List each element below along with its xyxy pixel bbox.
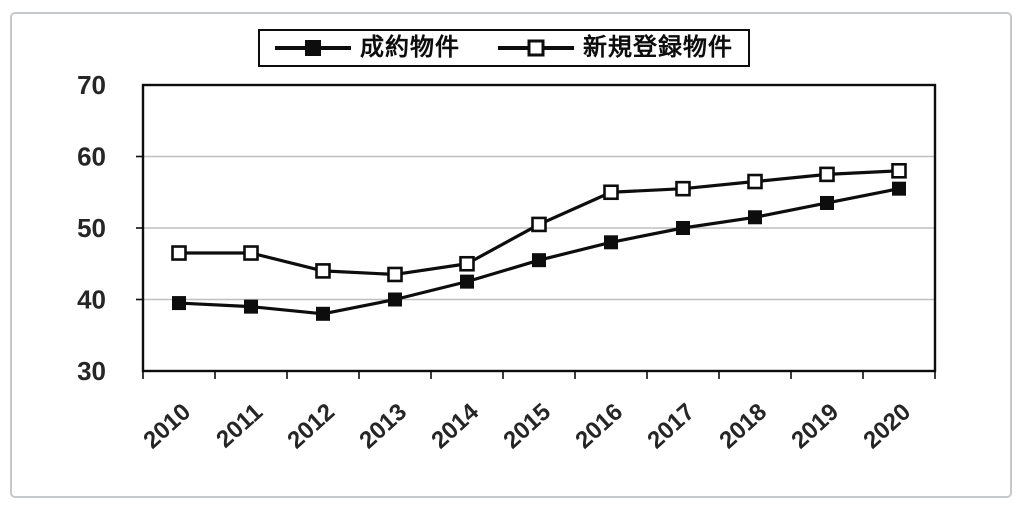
- y-tick-label: 30: [77, 356, 106, 386]
- data-point-open-square: [387, 266, 403, 283]
- y-tick-label: 70: [77, 70, 106, 100]
- y-tick-label: 60: [77, 142, 106, 172]
- data-point-filled-square: [244, 299, 258, 314]
- data-point-open-square: [819, 166, 835, 183]
- data-point-open-square: [459, 255, 475, 272]
- x-tick-label: 2011: [211, 398, 268, 453]
- filled-square-icon: [305, 40, 321, 56]
- data-point-open-square: [531, 216, 547, 233]
- x-tick-label: 2010: [138, 398, 196, 454]
- y-tick-label: 40: [77, 285, 106, 315]
- x-tick-label: 2015: [498, 398, 556, 454]
- data-point-filled-square: [892, 181, 906, 196]
- legend-item-new-listings: 新規登録物件: [498, 36, 733, 60]
- x-tick-label: 2019: [786, 398, 844, 454]
- x-tick-label: 2012: [282, 398, 340, 454]
- data-point-filled-square: [532, 253, 546, 268]
- x-tick-label: 2013: [354, 398, 412, 454]
- open-square-icon: [527, 39, 545, 57]
- data-point-filled-square: [676, 221, 690, 235]
- x-tick-label: 2014: [426, 398, 484, 454]
- data-point-filled-square: [820, 195, 834, 210]
- data-point-filled-square: [172, 296, 186, 311]
- data-point-open-square: [675, 180, 691, 197]
- x-tick-label: 2016: [570, 398, 628, 454]
- open-square-marker-icon: [498, 39, 574, 57]
- series-line-contracted: [178, 187, 900, 316]
- data-point-filled-square: [460, 274, 474, 289]
- data-point-open-square: [315, 263, 331, 279]
- legend-label-contracted: 成約物件: [360, 34, 460, 61]
- y-tick-label: 50: [77, 213, 106, 243]
- filled-square-marker-icon: [275, 40, 351, 56]
- data-point-filled-square: [388, 292, 402, 307]
- legend-item-contracted: 成約物件: [275, 36, 460, 60]
- legend: 成約物件 新規登録物件: [258, 29, 750, 67]
- data-point-open-square: [243, 245, 259, 261]
- legend-label-new-listings: 新規登録物件: [583, 34, 733, 61]
- data-point-open-square: [747, 173, 763, 190]
- data-point-open-square: [171, 245, 187, 261]
- data-point-open-square: [891, 163, 907, 179]
- x-tick-label: 2020: [858, 398, 916, 454]
- data-point-filled-square: [604, 235, 618, 250]
- data-point-filled-square: [748, 210, 762, 225]
- data-point-open-square: [603, 184, 619, 201]
- x-tick-label: 2018: [714, 398, 772, 454]
- data-point-filled-square: [316, 306, 330, 321]
- x-tick-label: 2017: [642, 398, 700, 454]
